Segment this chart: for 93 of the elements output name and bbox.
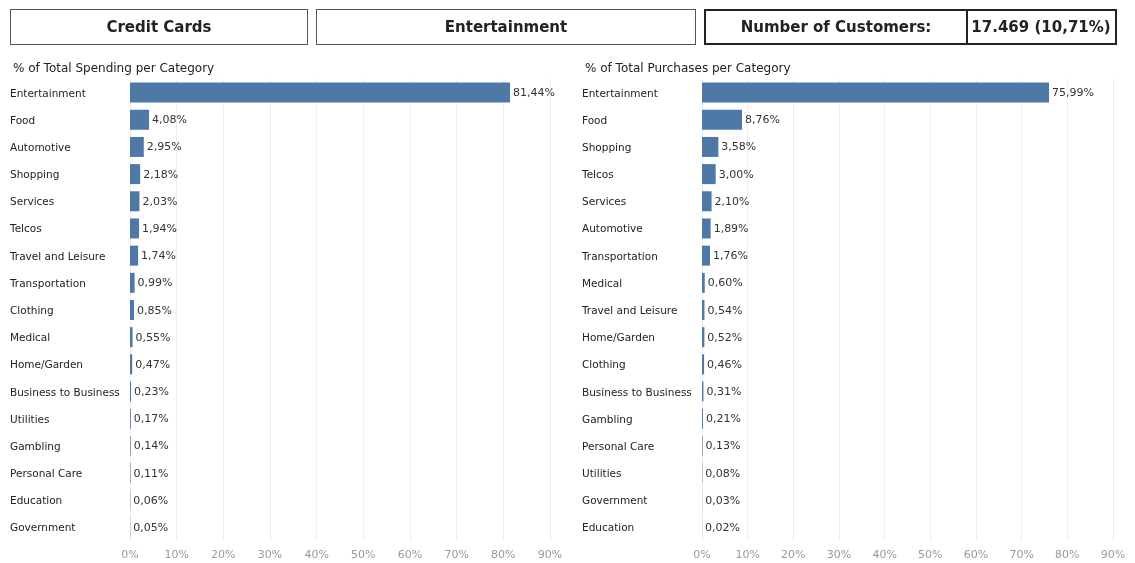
x-tick-label: 40% [872,548,897,561]
y-tick-label: Home/Garden [582,331,656,344]
y-tick-label: Personal Care [582,439,655,452]
y-tick-label: Government [582,494,648,507]
y-tick-label: Automotive [10,140,71,153]
data-label: 0,02% [705,520,741,534]
x-tick-label: 40% [304,548,329,561]
data-label: 0,05% [133,520,169,534]
data-label: 8,76% [745,113,780,127]
data-label: 0,14% [133,439,169,453]
data-label: 2,95% [146,140,182,154]
x-tick-label: 70% [1009,548,1034,561]
y-tick-label: Transportation [581,249,658,262]
data-label: 81,44% [513,86,556,100]
data-label: 4,08% [152,113,187,127]
y-tick-label: Food [582,113,608,126]
data-label: 2,03% [142,194,178,208]
y-tick-label: Personal Care [10,467,83,480]
data-label: 0,99% [137,276,173,290]
chart-title: % of Total Purchases per Category [585,61,791,75]
data-label: 0,60% [707,276,743,290]
y-tick-label: Food [10,113,36,126]
y-tick-label: Transportation [9,276,86,289]
y-tick-label: Services [10,195,55,208]
x-tick-label: 0% [121,548,139,561]
y-tick-label: Shopping [582,140,632,153]
data-label: 0,52% [707,330,743,344]
data-label: 0,46% [707,357,743,371]
data-label: 0,23% [134,385,170,399]
y-tick-label: Government [10,521,76,534]
data-label: 0,47% [135,357,171,371]
data-label: 1,76% [713,249,748,263]
y-tick-label: Telcos [581,168,614,181]
x-tick-label: 10% [735,548,760,561]
x-tick-label: 50% [918,548,943,561]
x-tick-label: 50% [351,548,376,561]
y-tick-label: Services [582,195,627,208]
y-tick-label: Telcos [9,222,42,235]
y-tick-label: Entertainment [10,86,86,99]
data-label: 0,03% [705,493,741,507]
x-tick-label: 20% [211,548,236,561]
y-tick-label: Gambling [10,439,61,452]
data-label: 0,06% [133,493,169,507]
y-tick-label: Gambling [582,412,633,425]
y-tick-label: Medical [10,331,51,344]
y-tick-label: Business to Business [582,385,692,398]
y-tick-label: Travel and Leisure [9,249,106,262]
y-tick-label: Home/Garden [10,358,84,371]
data-label: 0,11% [133,466,169,480]
chart-title: % of Total Spending per Category [13,61,215,75]
text: Credit Cards [10,9,308,45]
data-label: 0,08% [705,466,741,480]
data-label: 0,85% [136,303,172,317]
x-tick-label: 30% [826,548,852,561]
y-tick-label: Shopping [10,168,60,181]
data-label: 3,00% [718,167,754,181]
y-tick-label: Automotive [582,222,643,235]
data-label: 1,74% [141,249,177,263]
x-tick-label: 20% [781,548,806,561]
x-tick-label: 0% [693,548,711,561]
x-tick-label: 30% [257,548,283,561]
x-tick-label: 70% [444,548,469,561]
y-tick-label: Clothing [10,304,54,316]
x-tick-label: 60% [397,548,423,561]
data-label: 0,31% [706,385,742,399]
data-label: 2,10% [714,194,750,208]
x-tick-label: 10% [164,548,189,561]
data-label: 0,21% [705,412,741,426]
x-tick-label: 90% [1100,548,1126,561]
y-tick-label: Education [582,521,635,534]
data-label: 0,13% [705,439,741,453]
y-tick-label: Business to Business [10,385,120,398]
y-tick-label: Clothing [582,358,626,371]
y-tick-label: Education [10,494,63,507]
x-tick-label: 80% [491,548,516,561]
data-label: 0,54% [707,303,743,317]
text: 17.469 (10,71%) [967,9,1117,45]
y-tick-label: Utilities [10,412,50,425]
data-label: 1,89% [713,221,749,235]
data-label: 3,58% [721,140,757,154]
data-label: 0,17% [133,412,169,426]
data-label: 1,94% [142,221,178,235]
y-tick-label: Travel and Leisure [581,304,678,316]
y-tick-label: Medical [582,276,623,289]
y-tick-label: Utilities [582,467,622,480]
x-tick-label: 80% [1055,548,1080,561]
data-label: 0,55% [135,330,171,344]
x-tick-label: 90% [537,548,563,561]
data-label: 75,99% [1052,86,1094,100]
data-label: 2,18% [143,167,179,181]
x-tick-label: 60% [963,548,989,561]
text: Number of Customers: [704,9,968,45]
y-tick-label: Entertainment [582,86,658,99]
